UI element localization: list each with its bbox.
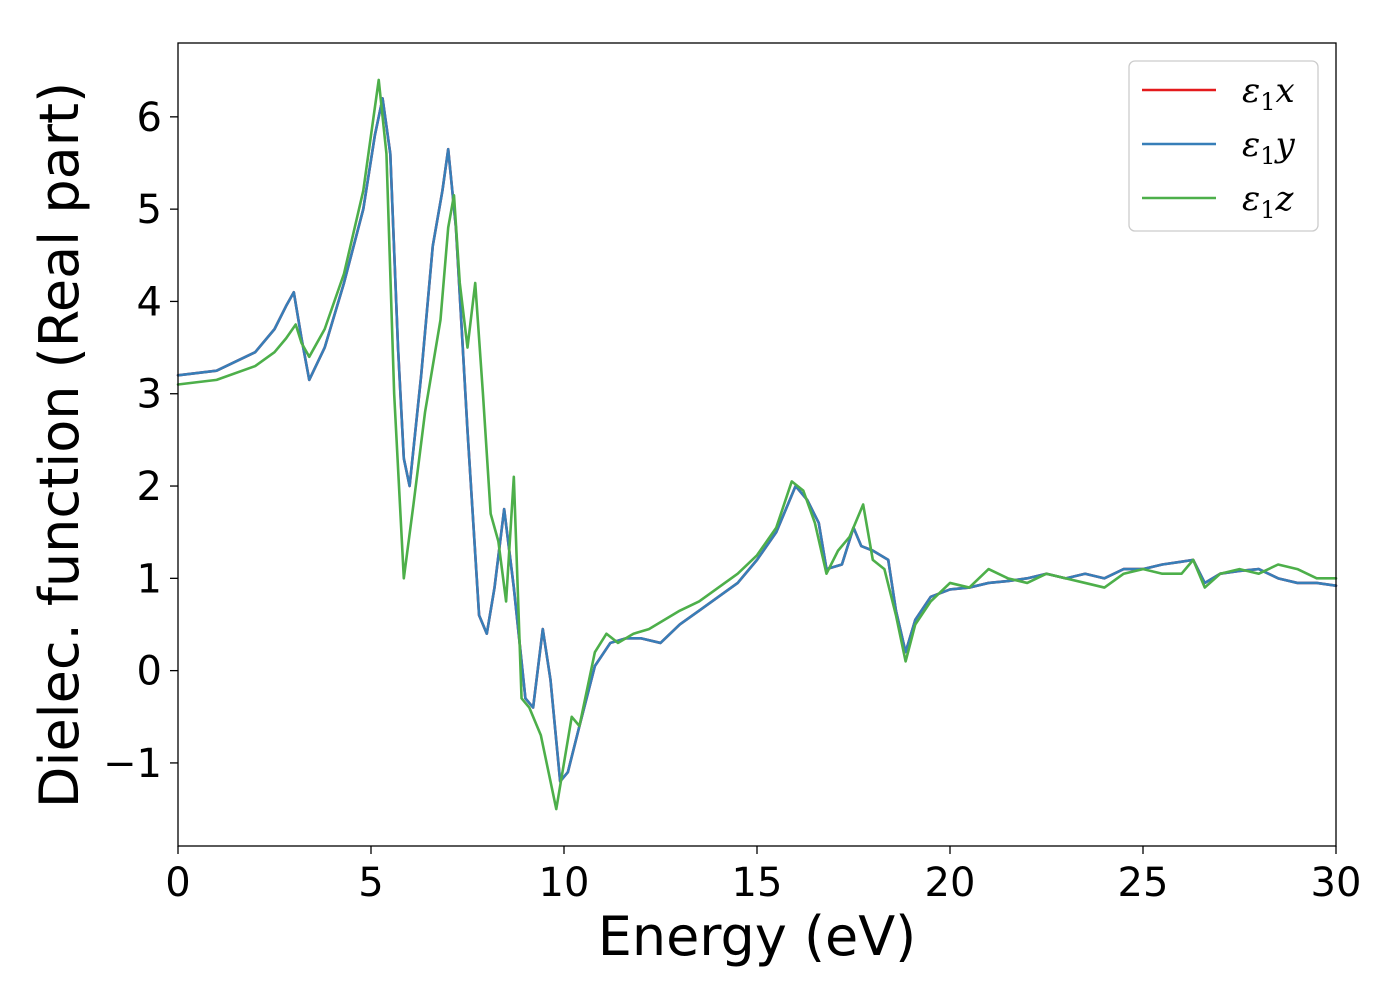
x-tick-label: 10 (539, 860, 590, 906)
legend-box (1128, 60, 1319, 232)
x-tick-label: 0 (165, 860, 190, 906)
x-tick-label: 30 (1311, 860, 1362, 906)
y-tick-label: 3 (137, 372, 162, 418)
series-line-y (176, 97, 1338, 783)
x-axis-title: Energy (eV) (598, 905, 917, 968)
x-axis-ticks: 0 5 10 15 20 25 30 (165, 846, 1361, 906)
x-tick-label: 15 (732, 860, 783, 906)
legend-label-x: ε1x (1242, 71, 1295, 116)
legend-label-y: ε1y (1242, 125, 1296, 170)
y-tick-label: 5 (137, 187, 162, 233)
series-line-z (176, 78, 1338, 811)
x-tick-label: 20 (925, 860, 976, 906)
y-tick-label: 6 (137, 95, 162, 141)
y-tick-label: 0 (137, 649, 162, 695)
y-tick-label: 1 (137, 556, 162, 602)
y-axis-ticks: −1 0 1 2 3 4 5 6 (103, 95, 178, 787)
legend-label-z: ε1z (1242, 179, 1295, 224)
series-layer (176, 78, 1338, 811)
x-tick-label: 25 (1118, 860, 1169, 906)
y-axis-title: Dielec. function (Real part) (28, 82, 91, 808)
y-tick-label: 2 (137, 464, 162, 510)
y-tick-label: −1 (103, 741, 162, 787)
y-tick-label: 4 (137, 279, 162, 325)
legend: ε1x ε1y ε1z (1128, 60, 1319, 232)
x-tick-label: 5 (358, 860, 383, 906)
